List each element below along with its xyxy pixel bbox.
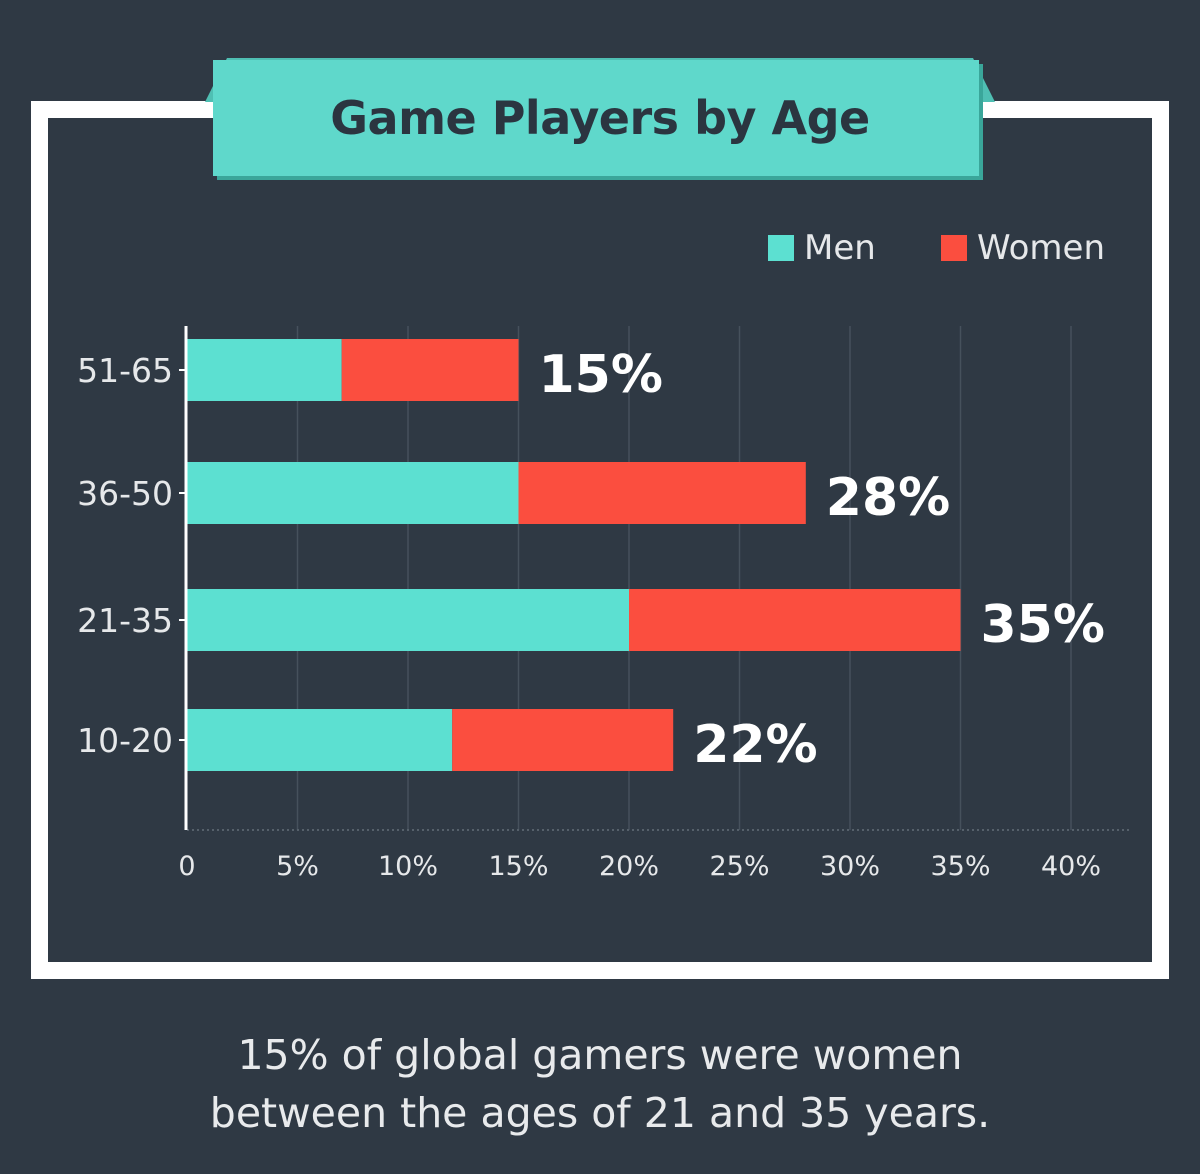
total-label: 28% <box>826 468 950 528</box>
bar-men-21-35 <box>187 589 629 651</box>
bar-men-51-65 <box>187 339 342 401</box>
legend-item-men: Men <box>768 228 876 268</box>
x-tick-label: 15% <box>488 851 548 882</box>
y-tick-label: 10-20 <box>77 721 173 760</box>
x-tick-label: 30% <box>820 851 880 882</box>
bar-women-21-35 <box>629 589 961 651</box>
x-tick-label: 0 <box>178 851 195 882</box>
caption-line-2: between the ages of 21 and 35 years. <box>209 1089 991 1137</box>
title-banner: Game Players by Age <box>205 58 995 182</box>
bar-women-10-20 <box>452 709 674 771</box>
legend-label-men: Men <box>804 228 876 268</box>
legend-swatch-women <box>941 235 967 261</box>
total-label: 15% <box>539 345 663 405</box>
caption-line-1: 15% of global gamers were women <box>237 1031 963 1079</box>
y-tick-label: 36-50 <box>77 474 173 513</box>
x-tick-label: 5% <box>276 851 319 882</box>
y-tick-label: 21-35 <box>77 601 173 640</box>
x-tick-label: 20% <box>599 851 659 882</box>
legend-item-women: Women <box>941 228 1105 268</box>
bar-chart: 15% 51-65 28% 36-50 35% 21-35 22% 10-20 0 5% 10% 15… <box>77 326 1130 882</box>
y-tick-label: 51-65 <box>77 351 173 390</box>
caption: 15% of global gamers were women between … <box>0 1026 1200 1142</box>
x-tick-label: 35% <box>930 851 990 882</box>
bar-women-36-50 <box>518 462 806 524</box>
total-label: 22% <box>693 715 817 775</box>
bar-men-36-50 <box>187 462 519 524</box>
chart-title: Game Players by Age <box>330 91 870 145</box>
bar-women-51-65 <box>341 339 519 401</box>
legend-label-women: Women <box>977 228 1106 268</box>
title-banner-shape <box>205 58 995 180</box>
bar-men-10-20 <box>187 709 453 771</box>
x-tick-label: 10% <box>378 851 438 882</box>
chart-frame <box>31 101 1169 979</box>
total-label: 35% <box>981 595 1105 655</box>
x-tick-label: 40% <box>1041 851 1101 882</box>
x-tick-label: 25% <box>709 851 769 882</box>
legend-swatch-men <box>768 235 794 261</box>
